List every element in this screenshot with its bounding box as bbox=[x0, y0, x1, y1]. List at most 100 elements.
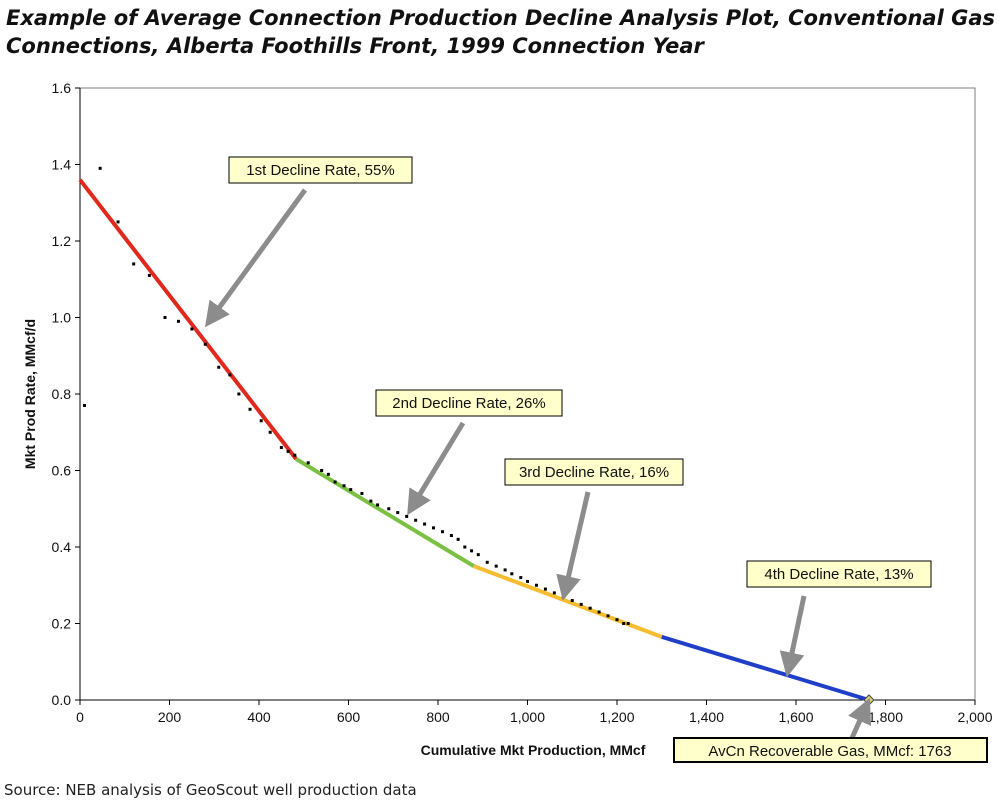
data-point bbox=[626, 622, 630, 625]
data-point bbox=[203, 342, 207, 346]
x-tick-label: 1,600 bbox=[778, 709, 813, 725]
data-point bbox=[342, 484, 346, 488]
data-point bbox=[326, 472, 330, 476]
data-point bbox=[405, 514, 409, 518]
data-point bbox=[333, 480, 337, 484]
data-point bbox=[147, 273, 151, 277]
data-point bbox=[526, 579, 529, 583]
callout-box-3 bbox=[504, 458, 684, 486]
y-tick-label: 0.6 bbox=[52, 463, 72, 479]
data-point bbox=[228, 373, 232, 377]
data-point bbox=[534, 583, 538, 587]
x-tick-label: 1,000 bbox=[510, 709, 545, 725]
callout-box-1 bbox=[228, 156, 413, 184]
data-point bbox=[163, 316, 167, 319]
data-point bbox=[82, 403, 86, 407]
data-point bbox=[217, 365, 221, 369]
data-point bbox=[510, 572, 514, 576]
data-point bbox=[494, 564, 498, 568]
data-point bbox=[396, 511, 400, 515]
data-point bbox=[286, 449, 290, 453]
x-tick-label: 1,400 bbox=[689, 709, 724, 725]
data-point bbox=[116, 220, 120, 224]
x-tick-label: 800 bbox=[426, 709, 450, 725]
data-point bbox=[588, 606, 592, 610]
data-point bbox=[456, 537, 460, 541]
callout-label-4: 4th Decline Rate, 13% bbox=[764, 566, 913, 583]
data-point bbox=[432, 526, 436, 530]
data-point bbox=[414, 518, 418, 522]
decline-line-3 bbox=[473, 564, 663, 639]
y-tick-label: 1.0 bbox=[52, 310, 72, 326]
x-tick-label: 2,000 bbox=[957, 709, 992, 725]
recoverable-gas-label: AvCn Recoverable Gas, MMcf: 1763 bbox=[708, 743, 951, 760]
callout-box-4 bbox=[746, 560, 932, 588]
y-tick-label: 1.6 bbox=[52, 80, 72, 96]
source-note: Source: NEB analysis of GeoScout well pr… bbox=[4, 781, 417, 799]
x-axis-label: Cumulative Mkt Production, MMcf bbox=[421, 742, 646, 758]
data-point bbox=[503, 568, 507, 572]
recoverable-gas-box bbox=[673, 737, 988, 763]
callout-label-2: 2nd Decline Rate, 26% bbox=[392, 395, 545, 412]
decline-line-4 bbox=[661, 634, 870, 702]
x-tick-label: 400 bbox=[247, 709, 271, 725]
y-axis-label: Mkt Prod Rate, MMcf/d bbox=[22, 319, 38, 469]
y-tick-label: 0.2 bbox=[52, 616, 72, 632]
x-tick-label: 200 bbox=[158, 709, 182, 725]
chart-title: Example of Average Connection Production… bbox=[6, 4, 996, 60]
data-point bbox=[561, 595, 565, 599]
y-tick-label: 1.2 bbox=[52, 233, 72, 249]
data-point bbox=[597, 610, 601, 614]
x-tick-label: 600 bbox=[337, 709, 361, 725]
data-point bbox=[463, 545, 467, 549]
data-point bbox=[376, 503, 380, 507]
data-point bbox=[190, 327, 194, 331]
y-tick-label: 0.0 bbox=[52, 692, 72, 708]
data-point bbox=[132, 262, 136, 266]
data-point bbox=[470, 549, 474, 553]
data-point bbox=[423, 522, 427, 526]
callout-arrow-3 bbox=[556, 491, 591, 601]
callout-box-2 bbox=[375, 389, 563, 417]
data-point bbox=[176, 319, 180, 323]
data-point bbox=[519, 576, 523, 580]
data-point bbox=[615, 618, 619, 622]
data-point bbox=[306, 461, 310, 465]
y-tick-label: 1.4 bbox=[52, 157, 72, 173]
data-point bbox=[279, 446, 283, 450]
data-point bbox=[248, 407, 252, 411]
y-tick-label: 0.4 bbox=[52, 539, 72, 555]
decline-line-1 bbox=[78, 178, 298, 461]
recoverable-gas-arrow bbox=[848, 698, 872, 740]
decline-lines bbox=[78, 178, 870, 702]
callout-arrows bbox=[204, 188, 872, 740]
data-point bbox=[349, 488, 353, 492]
data-point bbox=[543, 587, 547, 591]
data-point bbox=[268, 430, 272, 434]
data-point bbox=[293, 453, 297, 457]
decline-line-2 bbox=[295, 457, 475, 568]
x-tick-label: 0 bbox=[76, 709, 84, 725]
callout-label-1: 1st Decline Rate, 55% bbox=[246, 162, 394, 179]
x-tick-label: 1,200 bbox=[599, 709, 634, 725]
callout-arrow-4 bbox=[779, 595, 807, 678]
data-point bbox=[476, 553, 480, 557]
data-point bbox=[237, 392, 241, 396]
data-point bbox=[440, 530, 444, 534]
callout-arrow-1 bbox=[204, 188, 308, 328]
callouts: 1st Decline Rate, 55% 2nd Decline Rate, 2… bbox=[228, 156, 988, 763]
chart-title-line-1: Example of Average Connection Production… bbox=[6, 6, 995, 30]
data-point bbox=[622, 622, 626, 625]
x-tick-label: 1,800 bbox=[868, 709, 903, 725]
data-point bbox=[369, 499, 373, 503]
data-point bbox=[485, 560, 489, 564]
data-point bbox=[360, 491, 364, 495]
callout-label-3: 3rd Decline Rate, 16% bbox=[519, 464, 669, 481]
data-point bbox=[387, 507, 391, 511]
chart-title-line-2: Connections, Alberta Foothills Front, 19… bbox=[6, 34, 704, 58]
data-point bbox=[98, 166, 102, 170]
data-point bbox=[552, 591, 556, 595]
data-point bbox=[320, 469, 324, 472]
data-point bbox=[579, 602, 583, 606]
